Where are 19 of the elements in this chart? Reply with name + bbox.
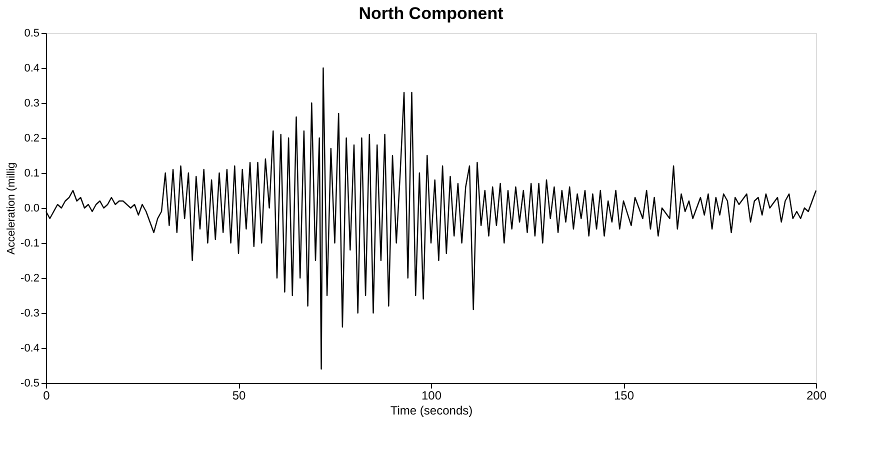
y-tick-label: 0.3	[24, 98, 40, 110]
y-tick-label: 0.5	[24, 28, 40, 40]
chart-title: North Component	[358, 4, 504, 23]
y-tick-label: 0.2	[24, 132, 40, 144]
y-tick-label: -0.5	[20, 378, 40, 390]
y-tick-label: 0.0	[24, 202, 40, 214]
x-tick-label: 50	[232, 388, 246, 402]
y-tick-label: 0.1	[24, 168, 40, 180]
x-tick-label: 100	[421, 388, 442, 402]
y-tick-label: -0.2	[20, 272, 40, 284]
x-axis-title: Time (seconds)	[390, 404, 473, 418]
y-axis-title: Acceleration (millig	[6, 162, 18, 255]
y-tick-label: -0.1	[20, 238, 40, 250]
y-tick-label: -0.4	[20, 342, 40, 354]
x-tick-label: 200	[806, 388, 827, 402]
x-tick-label: 0	[43, 388, 50, 402]
y-tick-label: -0.3	[20, 308, 40, 320]
x-tick-label: 150	[614, 388, 634, 402]
y-tick-label: 0.4	[24, 62, 40, 74]
